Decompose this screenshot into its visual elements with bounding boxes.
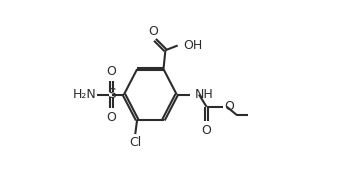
Text: O: O [148, 25, 158, 38]
Text: OH: OH [183, 39, 202, 52]
Text: Cl: Cl [129, 136, 142, 149]
Text: H₂N: H₂N [73, 88, 97, 101]
Text: O: O [224, 100, 234, 113]
Text: O: O [107, 111, 117, 124]
Text: O: O [107, 65, 117, 78]
Text: NH: NH [194, 88, 213, 101]
Text: S: S [107, 88, 116, 101]
Text: O: O [202, 124, 211, 137]
